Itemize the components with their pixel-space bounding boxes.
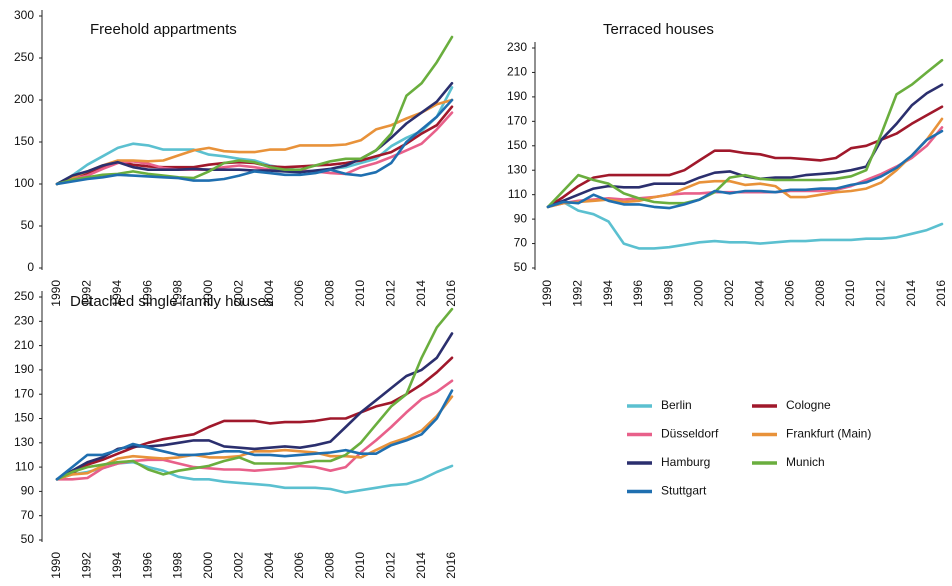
x-tick-label: 1994 [601,280,615,307]
x-tick-label: 1998 [171,552,185,579]
x-tick-label: 2008 [323,552,337,579]
x-tick-label: 1994 [110,552,124,579]
legend-label: Munich [786,455,825,469]
series-line [55,98,454,186]
y-tick-label: 110 [508,187,527,201]
x-tick-label: 2004 [262,552,276,579]
series-line [546,105,944,209]
legend-label: Berlin [661,398,692,412]
x-tick-label: 1996 [140,552,154,579]
x-tick-label: 2000 [201,552,215,579]
x-tick-label: 2006 [292,280,306,307]
x-tick-label: 1996 [631,280,645,307]
x-tick-label: 2016 [444,280,458,307]
y-tick-label: 250 [14,289,34,303]
series-line [55,35,454,186]
x-tick-label: 2010 [843,280,857,307]
y-tick-label: 300 [14,8,34,22]
y-tick-label: 230 [14,313,34,327]
y-tick-label: 90 [514,211,528,225]
series-line [55,389,454,481]
y-tick-label: 150 [14,134,34,148]
x-tick-label: 2012 [383,552,397,579]
x-tick-label: 2008 [323,280,337,307]
x-tick-label: 2010 [353,552,367,579]
x-tick-label: 1998 [661,280,675,307]
series-line [546,117,944,209]
series-line [55,307,454,481]
series-line [55,356,454,481]
panel-title: Detached single family houses [70,293,273,310]
legend-label: Düsseldorf [661,427,719,441]
panel-title: Freehold appartments [90,21,237,38]
x-tick-label: 1990 [49,280,63,307]
legend-label: Stuttgart [661,484,707,498]
x-tick-label: 2014 [904,280,918,307]
series-line [55,111,454,186]
y-tick-label: 210 [507,65,527,79]
x-tick-label: 2002 [231,280,245,307]
y-tick-label: 250 [14,50,34,64]
y-tick-label: 210 [14,338,34,352]
series-line [55,98,454,186]
y-tick-label: 130 [507,162,527,176]
x-tick-label: 2012 [874,280,888,307]
series-line [546,129,944,210]
x-tick-label: 2002 [722,280,736,307]
y-tick-label: 50 [21,532,35,546]
y-tick-label: 200 [14,92,34,106]
series-line [55,86,454,186]
y-tick-label: 50 [21,218,35,232]
y-tick-label: 70 [21,508,35,522]
x-tick-label: 1990 [49,552,63,579]
y-tick-label: 130 [14,435,34,449]
x-tick-label: 2004 [752,280,766,307]
x-tick-label: 2004 [262,280,276,307]
y-tick-label: 170 [507,114,527,128]
series-line [546,58,944,209]
series-line [55,460,454,494]
y-tick-label: 170 [14,386,34,400]
y-tick-label: 90 [21,484,35,498]
y-tick-label: 190 [507,89,527,103]
x-tick-label: 2006 [783,280,797,307]
x-tick-label: 1998 [171,280,185,307]
x-tick-label: 1996 [140,280,154,307]
legend-label: Cologne [786,398,831,412]
legend-label: Hamburg [661,455,710,469]
series-line [55,81,454,186]
x-tick-label: 1992 [570,280,584,307]
y-tick-label: 190 [14,362,34,376]
legend-label: Frankfurt (Main) [786,427,871,441]
x-tick-label: 2014 [414,552,428,579]
x-tick-label: 2002 [231,552,245,579]
series-line [546,83,944,209]
x-tick-label: 2016 [444,552,458,579]
x-tick-label: 2012 [383,280,397,307]
x-tick-label: 2000 [692,280,706,307]
y-tick-label: 150 [14,411,34,425]
y-tick-label: 100 [14,176,34,190]
y-tick-label: 70 [514,236,528,250]
y-tick-label: 230 [507,40,527,54]
x-tick-label: 2010 [353,280,367,307]
x-tick-label: 2006 [292,552,306,579]
x-tick-label: 2000 [201,280,215,307]
x-tick-label: 2016 [934,280,948,307]
y-tick-label: 0 [27,260,34,274]
y-tick-label: 110 [15,459,34,473]
x-tick-label: 2008 [813,280,827,307]
x-tick-label: 2014 [414,280,428,307]
y-tick-label: 150 [507,138,527,152]
x-tick-label: 1990 [540,280,554,307]
series-line [546,200,944,250]
x-tick-label: 1994 [110,280,124,307]
series-line [55,395,454,481]
panel-title: Terraced houses [603,21,714,38]
x-tick-label: 1992 [80,280,94,307]
y-tick-label: 50 [514,260,528,274]
x-tick-label: 1992 [80,552,94,579]
